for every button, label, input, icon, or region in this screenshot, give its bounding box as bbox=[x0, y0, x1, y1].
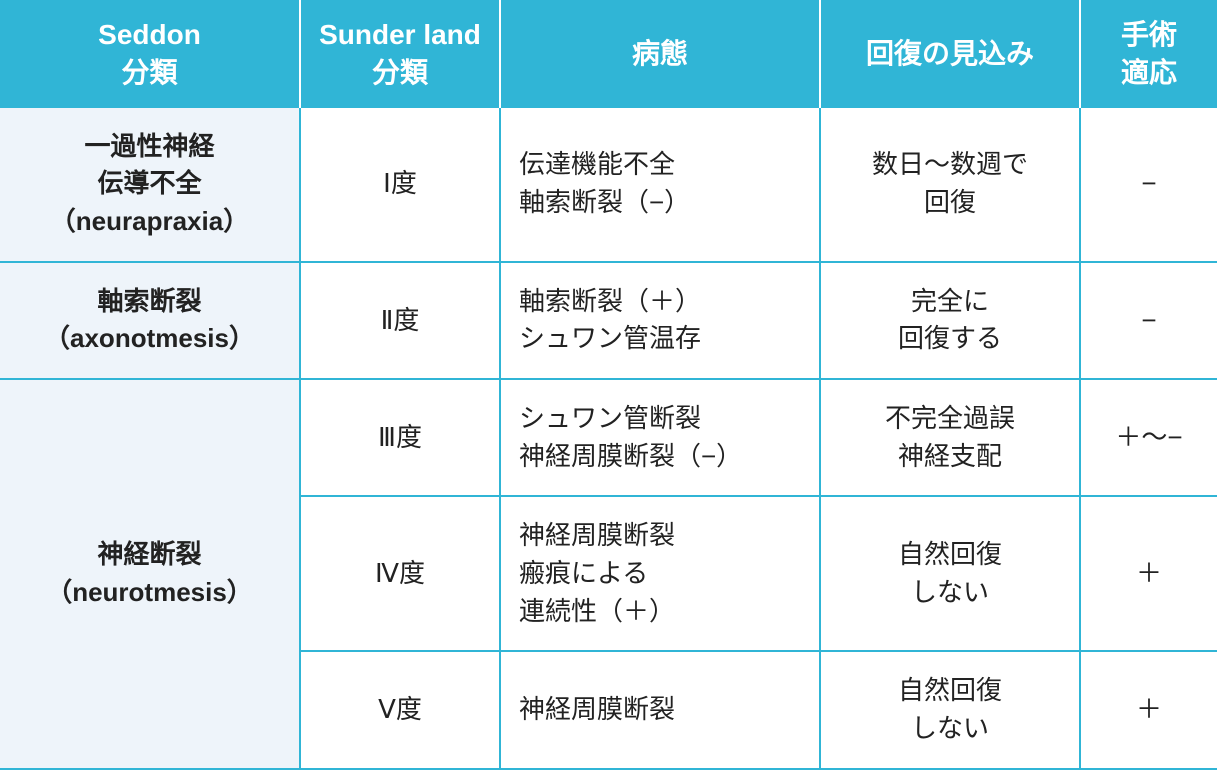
header-seddon: Seddon分類 bbox=[0, 0, 300, 108]
pathology-cell: 軸索断裂（＋）シュワン管温存 bbox=[500, 262, 820, 379]
table-header-row: Seddon分類 Sunder land分類 病態 回復の見込み 手術適応 bbox=[0, 0, 1217, 108]
surgery-cell: ＋ bbox=[1080, 496, 1217, 651]
sunderland-grade: Ⅰ度 bbox=[300, 108, 500, 262]
pathology-cell: シュワン管断裂神経周膜断裂（−） bbox=[500, 379, 820, 496]
surgery-cell: ＋〜− bbox=[1080, 379, 1217, 496]
table-row: 軸索断裂（axonotmesis） Ⅱ度 軸索断裂（＋）シュワン管温存 完全に回… bbox=[0, 262, 1217, 379]
pathology-cell: 神経周膜断裂瘢痕による連続性（＋） bbox=[500, 496, 820, 651]
sunderland-grade: Ⅲ度 bbox=[300, 379, 500, 496]
header-surgery: 手術適応 bbox=[1080, 0, 1217, 108]
recovery-cell: 自然回復しない bbox=[820, 496, 1080, 651]
header-recovery: 回復の見込み bbox=[820, 0, 1080, 108]
pathology-cell: 神経周膜断裂 bbox=[500, 651, 820, 768]
surgery-cell: − bbox=[1080, 108, 1217, 262]
sunderland-grade: Ⅳ度 bbox=[300, 496, 500, 651]
table-row: 神経断裂（neurotmesis） Ⅲ度 シュワン管断裂神経周膜断裂（−） 不完… bbox=[0, 379, 1217, 496]
header-pathology: 病態 bbox=[500, 0, 820, 108]
nerve-injury-classification-table: Seddon分類 Sunder land分類 病態 回復の見込み 手術適応 一過… bbox=[0, 0, 1217, 770]
surgery-cell: − bbox=[1080, 262, 1217, 379]
recovery-cell: 数日〜数週で回復 bbox=[820, 108, 1080, 262]
pathology-cell: 伝達機能不全軸索断裂（−） bbox=[500, 108, 820, 262]
table-row: 一過性神経伝導不全（neurapraxia） Ⅰ度 伝達機能不全軸索断裂（−） … bbox=[0, 108, 1217, 262]
recovery-cell: 自然回復しない bbox=[820, 651, 1080, 768]
recovery-cell: 不完全過誤神経支配 bbox=[820, 379, 1080, 496]
recovery-cell: 完全に回復する bbox=[820, 262, 1080, 379]
sunderland-grade: Ⅱ度 bbox=[300, 262, 500, 379]
header-sunderland: Sunder land分類 bbox=[300, 0, 500, 108]
seddon-neurotmesis: 神経断裂（neurotmesis） bbox=[0, 379, 300, 769]
sunderland-grade: Ⅴ度 bbox=[300, 651, 500, 768]
surgery-cell: ＋ bbox=[1080, 651, 1217, 768]
seddon-neurapraxia: 一過性神経伝導不全（neurapraxia） bbox=[0, 108, 300, 262]
seddon-axonotmesis: 軸索断裂（axonotmesis） bbox=[0, 262, 300, 379]
